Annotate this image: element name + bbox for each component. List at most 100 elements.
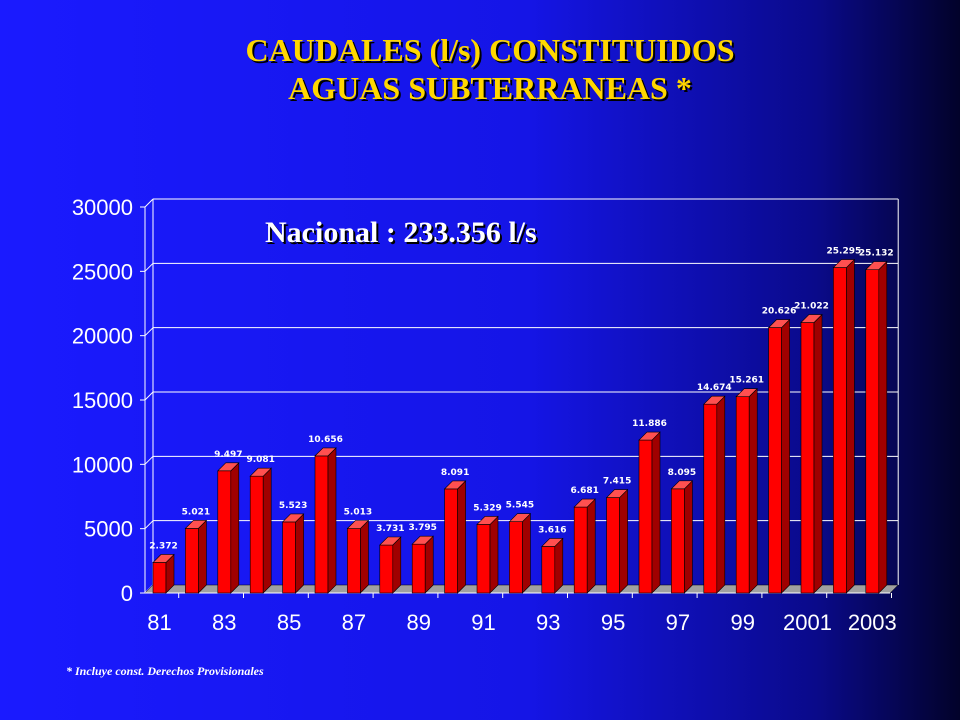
bar-side bbox=[360, 519, 369, 594]
data-label: 3.616 bbox=[538, 525, 566, 535]
data-label: 11.886 bbox=[632, 419, 667, 429]
x-tick-label: 89 bbox=[406, 610, 430, 635]
data-label: 5.329 bbox=[473, 503, 501, 513]
data-label: 5.013 bbox=[344, 507, 372, 517]
data-label: 3.731 bbox=[376, 524, 404, 534]
bar-side bbox=[522, 512, 531, 594]
data-label: 2.372 bbox=[149, 541, 177, 551]
bar bbox=[768, 327, 782, 594]
bar-side bbox=[586, 498, 596, 594]
bar bbox=[347, 528, 361, 594]
bar-top bbox=[217, 462, 240, 472]
bar-top bbox=[184, 520, 208, 529]
data-label: 9.497 bbox=[214, 450, 242, 460]
bar bbox=[509, 521, 523, 594]
bar bbox=[638, 439, 653, 594]
bar-top bbox=[379, 536, 402, 546]
bar bbox=[249, 475, 264, 594]
x-tick-label: 95 bbox=[601, 610, 625, 635]
data-label: 8.091 bbox=[441, 468, 469, 478]
bar bbox=[444, 488, 458, 594]
bar-side bbox=[262, 467, 272, 594]
bar-side bbox=[716, 395, 726, 594]
bar-top bbox=[573, 498, 596, 508]
bar bbox=[282, 521, 296, 594]
x-tick-label: 87 bbox=[342, 610, 366, 635]
x-tick-label: 81 bbox=[147, 610, 171, 635]
bar-top bbox=[508, 513, 532, 522]
data-label: 25.132 bbox=[859, 249, 894, 259]
chart-title-line-1: CAUDALES (l/s) CONSTITUIDOS bbox=[245, 32, 735, 68]
gridline-side bbox=[144, 391, 154, 401]
bar-top bbox=[605, 489, 629, 498]
bar bbox=[314, 455, 329, 594]
bar-top bbox=[767, 319, 791, 328]
bar-top bbox=[249, 467, 272, 477]
bar bbox=[703, 403, 718, 594]
bar-side bbox=[327, 447, 337, 594]
bar bbox=[411, 543, 426, 594]
bar-side bbox=[230, 462, 240, 594]
bar-side bbox=[619, 488, 628, 594]
x-tick-label: 2003 bbox=[848, 610, 897, 635]
data-label: 15.261 bbox=[729, 376, 764, 386]
data-label: 5.523 bbox=[279, 501, 307, 511]
x-tick-label: 2001 bbox=[783, 610, 832, 635]
bar bbox=[185, 528, 199, 594]
x-tick-label: 83 bbox=[212, 610, 236, 635]
bar-side bbox=[457, 480, 466, 594]
y-tick-label: 0 bbox=[121, 581, 133, 606]
footnote: * Incluye const. Derechos Provisionales bbox=[66, 664, 264, 678]
bar-top bbox=[152, 554, 175, 563]
gridline-side bbox=[144, 327, 154, 337]
x-tick-label: 97 bbox=[666, 610, 690, 635]
bar-top bbox=[865, 261, 888, 270]
bar-top bbox=[346, 520, 370, 529]
bar bbox=[379, 544, 394, 594]
bar bbox=[541, 546, 556, 594]
bar bbox=[800, 322, 815, 594]
bar-side bbox=[198, 519, 207, 594]
data-label: 5.021 bbox=[182, 507, 210, 517]
data-label: 10.656 bbox=[308, 435, 343, 445]
bar bbox=[152, 562, 167, 594]
x-tick-label: 91 bbox=[471, 610, 495, 635]
gridline-side bbox=[144, 455, 154, 465]
bar bbox=[606, 497, 620, 594]
data-label: 6.681 bbox=[570, 486, 598, 496]
bar-top bbox=[800, 314, 823, 323]
y-tick-label: 20000 bbox=[72, 324, 133, 349]
data-label: 14.674 bbox=[697, 383, 732, 393]
y-tick-label: 10000 bbox=[72, 452, 133, 477]
data-label: 3.795 bbox=[408, 523, 436, 533]
bar bbox=[671, 488, 685, 594]
bar-side bbox=[781, 318, 790, 594]
bar-side bbox=[878, 260, 888, 594]
gridline-side bbox=[144, 262, 154, 272]
bar bbox=[833, 267, 847, 594]
bar-side bbox=[424, 535, 434, 594]
bar-top bbox=[832, 259, 856, 268]
bar-top bbox=[703, 395, 726, 405]
y-tick-label: 30000 bbox=[72, 195, 133, 220]
data-label: 25.295 bbox=[827, 247, 862, 257]
bar-top bbox=[638, 431, 661, 441]
bar-side bbox=[846, 258, 855, 594]
bar-top bbox=[735, 388, 758, 397]
bar-top bbox=[281, 513, 305, 523]
bar bbox=[573, 506, 588, 594]
national-total-annotation: Nacional : 233.356 l/s bbox=[265, 216, 537, 249]
x-tick-label: 93 bbox=[536, 610, 560, 635]
bar-top bbox=[541, 538, 564, 547]
data-label: 21.022 bbox=[794, 302, 829, 312]
data-label: 20.626 bbox=[762, 307, 797, 317]
bar bbox=[476, 524, 491, 594]
y-tick-label: 25000 bbox=[72, 259, 133, 284]
bar-side bbox=[392, 536, 402, 594]
chart-title-line-2: AGUAS SUBTERRANEAS * bbox=[288, 70, 692, 106]
bar bbox=[865, 269, 880, 594]
bar bbox=[217, 470, 232, 594]
data-label: 8.095 bbox=[668, 468, 696, 478]
gridline-side bbox=[144, 198, 154, 208]
